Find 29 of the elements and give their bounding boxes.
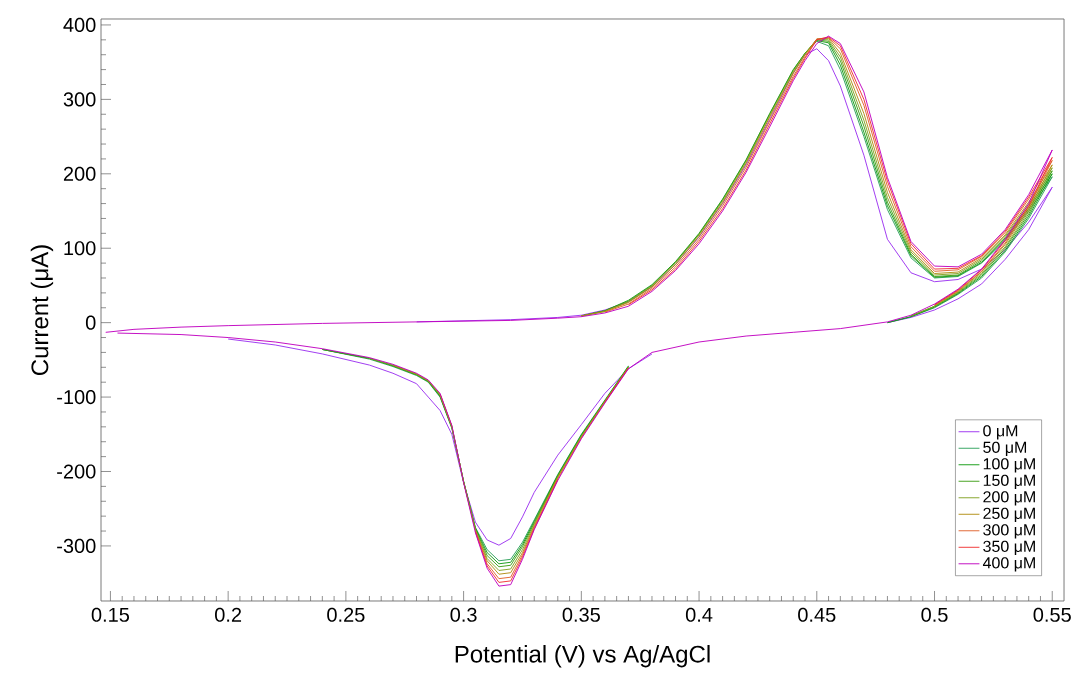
x-tick-label: 0.3 (450, 607, 477, 622)
x-axis-title: Potential (V) vs Ag/AgCl (455, 645, 710, 668)
line-series (105, 35, 1053, 587)
x-tick-label: 0.55 (1033, 607, 1071, 622)
y-axis-title: Current (μA) (30, 245, 54, 376)
legend-label: 150 μM (983, 474, 1035, 489)
x-tick-label: 0.35 (562, 607, 600, 622)
y-tick-label: -300 (57, 538, 96, 553)
y-tick-label: 300 (63, 92, 96, 107)
legend-label: 350 μM (983, 540, 1035, 555)
x-tick-label: 0.45 (798, 607, 836, 622)
legend-label: 100 μM (983, 458, 1035, 473)
y-tick-label: 200 (63, 166, 96, 181)
legend-label: 300 μM (983, 524, 1035, 539)
x-tick-label: 0.5 (921, 607, 948, 622)
legend-label: 0 μM (983, 425, 1018, 440)
legend-label: 200 μM (983, 491, 1035, 506)
y-tick-label: 100 (64, 241, 96, 256)
legend-label: 50 μM (983, 441, 1027, 456)
legend-label: 250 μM (983, 507, 1035, 522)
y-tick-label: -100 (57, 389, 96, 405)
x-tick-label: 0.2 (215, 607, 242, 622)
x-tick-label: 0.4 (685, 607, 713, 622)
x-tick-label: 0.25 (327, 607, 365, 622)
y-tick-label: 400 (63, 17, 96, 33)
y-tick-label: -200 (57, 464, 96, 479)
y-tick-label: 0 (85, 315, 96, 330)
x-tick-label: 0.15 (91, 607, 130, 622)
legend-label: 400 μM (982, 557, 1035, 572)
